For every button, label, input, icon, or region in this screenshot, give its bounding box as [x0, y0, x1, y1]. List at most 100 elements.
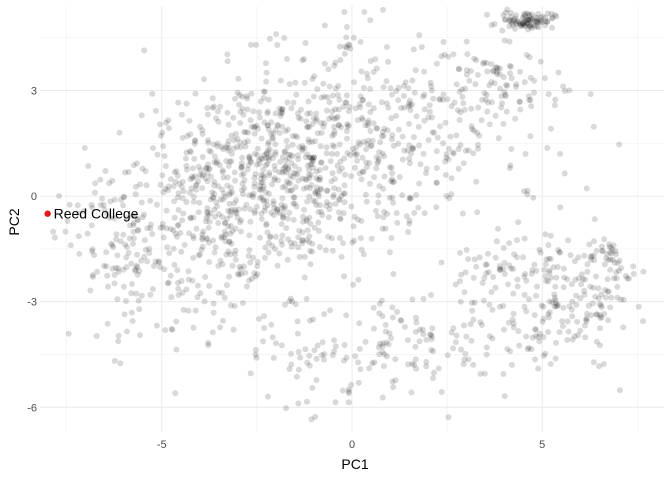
- data-point: [425, 114, 432, 121]
- data-point: [566, 87, 573, 94]
- data-point: [406, 217, 413, 224]
- data-point: [115, 268, 122, 275]
- data-point: [547, 256, 554, 262]
- data-point: [490, 274, 497, 280]
- data-point: [204, 178, 211, 185]
- data-point: [526, 23, 533, 30]
- data-point: [133, 160, 140, 167]
- data-point: [251, 123, 258, 130]
- data-point: [533, 19, 540, 26]
- data-point: [421, 68, 428, 75]
- data-point: [527, 22, 534, 29]
- data-point: [463, 246, 470, 253]
- data-point: [204, 209, 211, 216]
- data-point: [375, 199, 382, 206]
- data-point: [327, 201, 334, 208]
- data-point: [90, 273, 96, 280]
- data-point: [264, 229, 271, 236]
- data-point: [74, 202, 81, 209]
- data-point: [537, 249, 544, 256]
- data-point: [560, 265, 567, 272]
- data-point: [401, 82, 407, 89]
- data-point: [363, 198, 370, 205]
- data-point: [564, 318, 571, 325]
- data-point: [125, 249, 132, 256]
- data-point: [219, 289, 225, 296]
- data-point: [601, 310, 608, 317]
- data-point: [189, 165, 196, 172]
- data-point: [270, 212, 277, 219]
- data-point: [174, 172, 181, 179]
- data-point: [507, 63, 514, 70]
- data-point: [572, 276, 579, 283]
- data-point: [254, 152, 261, 158]
- data-point: [204, 111, 211, 118]
- data-point: [101, 262, 108, 269]
- data-point: [199, 236, 206, 243]
- data-point: [258, 171, 265, 178]
- data-point: [107, 198, 114, 205]
- data-point: [302, 40, 309, 46]
- data-point: [232, 209, 239, 216]
- data-point: [144, 225, 151, 232]
- data-point: [493, 64, 500, 71]
- data-point: [366, 365, 373, 372]
- data-point: [215, 183, 222, 190]
- data-point: [496, 265, 503, 272]
- data-point: [595, 285, 602, 292]
- data-point: [536, 338, 543, 345]
- data-point: [387, 178, 394, 185]
- data-point: [205, 212, 212, 219]
- data-point: [175, 291, 182, 298]
- data-point: [304, 198, 311, 205]
- data-point: [153, 322, 160, 329]
- data-point: [363, 164, 370, 171]
- data-point: [281, 203, 288, 210]
- data-point: [138, 112, 145, 119]
- data-point: [251, 210, 258, 217]
- data-point: [264, 393, 271, 400]
- data-point: [250, 190, 257, 197]
- data-point: [195, 209, 202, 216]
- data-point: [268, 321, 275, 328]
- data-point: [284, 187, 291, 194]
- data-point: [199, 154, 206, 160]
- data-point: [609, 246, 616, 253]
- data-point: [257, 183, 264, 189]
- data-point: [264, 122, 271, 129]
- data-point: [282, 128, 289, 135]
- data-point: [508, 75, 515, 82]
- data-point: [304, 123, 311, 130]
- data-point: [310, 164, 317, 171]
- data-point: [291, 194, 298, 201]
- data-point: [106, 180, 113, 187]
- data-point: [480, 297, 487, 304]
- data-point: [333, 115, 340, 122]
- data-point: [448, 329, 455, 336]
- data-point: [406, 155, 413, 162]
- data-point: [430, 348, 437, 355]
- data-point: [332, 201, 339, 207]
- data-point: [309, 138, 315, 145]
- data-point: [260, 196, 267, 203]
- data-point: [346, 42, 353, 49]
- data-point: [309, 158, 316, 165]
- data-point: [187, 131, 194, 138]
- data-point: [336, 196, 343, 203]
- data-point: [582, 276, 588, 283]
- data-point: [501, 393, 508, 400]
- data-point: [433, 60, 440, 67]
- data-point: [236, 263, 243, 270]
- data-point: [179, 183, 185, 190]
- data-point: [264, 202, 271, 209]
- data-point: [364, 140, 371, 147]
- data-point: [265, 141, 272, 148]
- data-point: [406, 142, 413, 149]
- data-point: [160, 189, 167, 196]
- data-point: [523, 277, 530, 284]
- data-point: [413, 365, 420, 372]
- data-point: [186, 230, 193, 237]
- data-point: [305, 98, 312, 105]
- data-point: [389, 314, 396, 321]
